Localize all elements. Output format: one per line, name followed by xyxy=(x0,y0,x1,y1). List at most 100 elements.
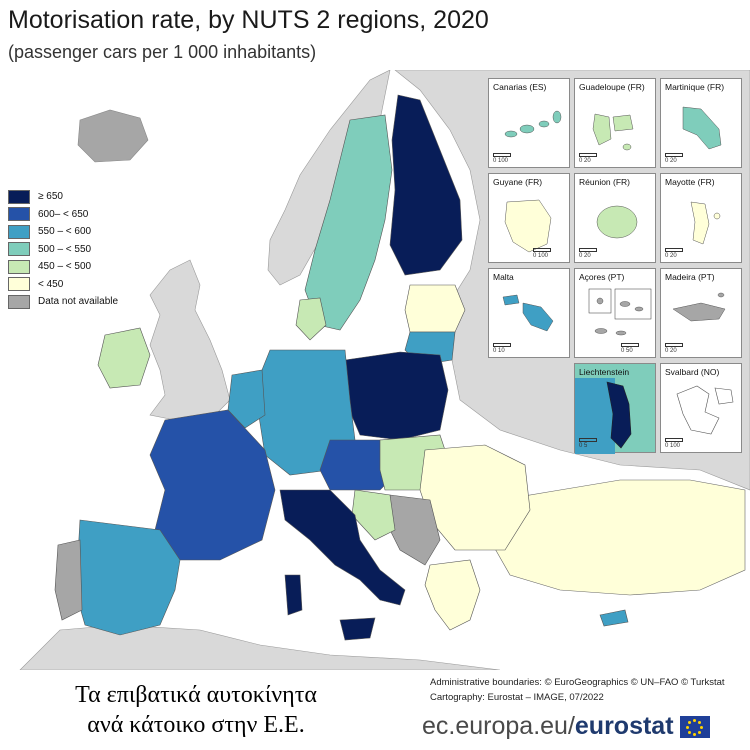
inset-label: Martinique (FR) xyxy=(665,82,725,92)
inset-shape xyxy=(502,294,554,332)
credits-boundaries: Administrative boundaries: © EuroGeograp… xyxy=(430,677,725,688)
inset-shape xyxy=(682,106,722,150)
map-title: Motorisation rate, by NUTS 2 regions, 20… xyxy=(8,6,489,34)
poland-region xyxy=(344,351,449,441)
legend-label: 600– < 650 xyxy=(38,208,89,220)
greece-region xyxy=(424,559,481,631)
inset-label: Madeira (PT) xyxy=(665,272,715,282)
denmark-region xyxy=(295,297,327,341)
map-subtitle: (passenger cars per 1 000 inhabitants) xyxy=(8,42,317,62)
inset-label: Canarias (ES) xyxy=(493,82,547,92)
inset-malta: Malta 0 10 xyxy=(488,268,570,358)
inset-reunion: Réunion (FR) 0 20 xyxy=(574,173,656,263)
inset-martinique: Martinique (FR) 0 20 xyxy=(660,78,742,168)
scale-bar: 0 100 xyxy=(533,248,551,259)
legend-item: 450 – < 500 xyxy=(8,258,148,275)
eurostat-brand[interactable]: ec.europa.eu/ eurostat xyxy=(422,712,710,741)
scale-bar: 0 20 xyxy=(579,153,597,164)
scale-bar: 0 20 xyxy=(579,248,597,259)
inset-canarias: Canarias (ES) 0 100 xyxy=(488,78,570,168)
legend-swatch xyxy=(8,189,30,204)
legend-label: 500 – < 550 xyxy=(38,243,92,255)
eu-flag-icon xyxy=(679,715,710,738)
inset-shape xyxy=(676,385,734,435)
legend-label: < 450 xyxy=(38,278,64,290)
inset-liechtenstein: Liechtenstein 0 5 xyxy=(574,363,656,454)
sweden-region xyxy=(304,114,393,331)
inset-guadeloupe: Guadeloupe (FR) 0 20 xyxy=(574,78,656,168)
inset-label: Guyane (FR) xyxy=(493,177,543,187)
brand-name: eurostat xyxy=(574,712,674,740)
inset-label: Liechtenstein xyxy=(579,367,630,377)
scale-bar: 0 100 xyxy=(493,153,511,164)
europe-map xyxy=(0,70,750,670)
scale-bar: 0 100 xyxy=(665,438,683,449)
inset-shape xyxy=(690,201,721,245)
map-credits: Administrative boundaries: © EuroGeograp… xyxy=(430,675,725,705)
cyprus-region xyxy=(599,609,629,627)
inset-mayotte: Mayotte (FR) 0 20 xyxy=(660,173,742,263)
inset-shape xyxy=(672,292,726,322)
iceland-land xyxy=(77,109,149,163)
finland-region xyxy=(389,94,463,276)
legend-label: ≥ 650 xyxy=(38,191,63,202)
legend-swatch xyxy=(8,207,30,221)
inset-madeira: Madeira (PT) 0 20 xyxy=(660,268,742,358)
inset-shape xyxy=(596,205,638,239)
legend-swatch xyxy=(8,294,30,309)
turkey-land xyxy=(489,479,746,596)
inset-maps: Canarias (ES) 0 100 Guadeloupe (FR) 0 20… xyxy=(488,78,746,454)
legend-label: 550 – < 600 xyxy=(38,226,92,237)
legend-item: 550 – < 600 xyxy=(8,223,148,240)
benelux-region xyxy=(227,369,266,429)
legend-label: 450 – < 500 xyxy=(38,261,92,272)
inset-shape xyxy=(588,288,652,336)
map-legend: ≥ 650 600– < 650 550 – < 600 500 – < 550… xyxy=(8,188,148,311)
inset-label: Açores (PT) xyxy=(579,272,625,282)
legend-item: ≥ 650 xyxy=(8,188,148,205)
portugal-region xyxy=(54,539,83,621)
legend-label: Data not available xyxy=(38,296,119,307)
scale-bar: 0 20 xyxy=(665,343,683,354)
spain-region xyxy=(74,519,181,636)
scale-bar: 0 50 xyxy=(621,343,639,354)
legend-item: < 450 xyxy=(8,276,148,293)
greek-caption: Τα επιβατικά αυτοκίνητα ανά κάτοικο στην… xyxy=(6,680,386,740)
italy-region xyxy=(279,489,406,606)
greek-caption-line1: Τα επιβατικά αυτοκίνητα xyxy=(75,682,317,708)
sardinia-region xyxy=(284,574,303,616)
scale-bar: 0 20 xyxy=(665,153,683,164)
legend-swatch xyxy=(8,277,30,291)
france-region xyxy=(149,409,276,561)
legend-item: 500 – < 550 xyxy=(8,241,148,258)
inset-label: Guadeloupe (FR) xyxy=(579,82,645,92)
inset-svalbard: Svalbard (NO) 0 100 xyxy=(660,363,742,453)
inset-shape xyxy=(504,110,562,138)
inset-shape xyxy=(592,113,634,151)
legend-swatch xyxy=(8,242,30,256)
greek-caption-line2: ανά κάτοικο στην Ε.Ε. xyxy=(87,712,305,738)
legend-item: Data not available xyxy=(8,293,148,310)
legend-swatch xyxy=(8,224,30,239)
sicily-region xyxy=(339,617,376,641)
legend-swatch xyxy=(8,259,30,274)
north-africa-land xyxy=(19,624,501,670)
credits-cartography: Cartography: Eurostat – IMAGE, 07/2022 xyxy=(430,692,604,703)
scale-bar: 0 10 xyxy=(493,343,511,354)
inset-label: Malta xyxy=(493,272,514,282)
ireland-region xyxy=(97,327,151,389)
inset-label: Mayotte (FR) xyxy=(665,177,715,187)
uk-land xyxy=(149,259,231,421)
brand-site: ec.europa.eu/ xyxy=(422,712,575,740)
legend-item: 600– < 650 xyxy=(8,206,148,223)
inset-label: Svalbard (NO) xyxy=(665,367,720,377)
scale-bar: 0 5 xyxy=(579,438,597,449)
croatia-slovenia-region xyxy=(351,489,396,541)
inset-label: Réunion (FR) xyxy=(579,177,631,187)
scale-bar: 0 20 xyxy=(665,248,683,259)
inset-shape xyxy=(504,199,552,253)
estonia-latvia-region xyxy=(404,284,466,333)
inset-acores: Açores (PT) 0 50 xyxy=(574,268,656,358)
inset-guyane: Guyane (FR) 0 100 xyxy=(488,173,570,263)
europe-map-svg xyxy=(19,70,750,670)
